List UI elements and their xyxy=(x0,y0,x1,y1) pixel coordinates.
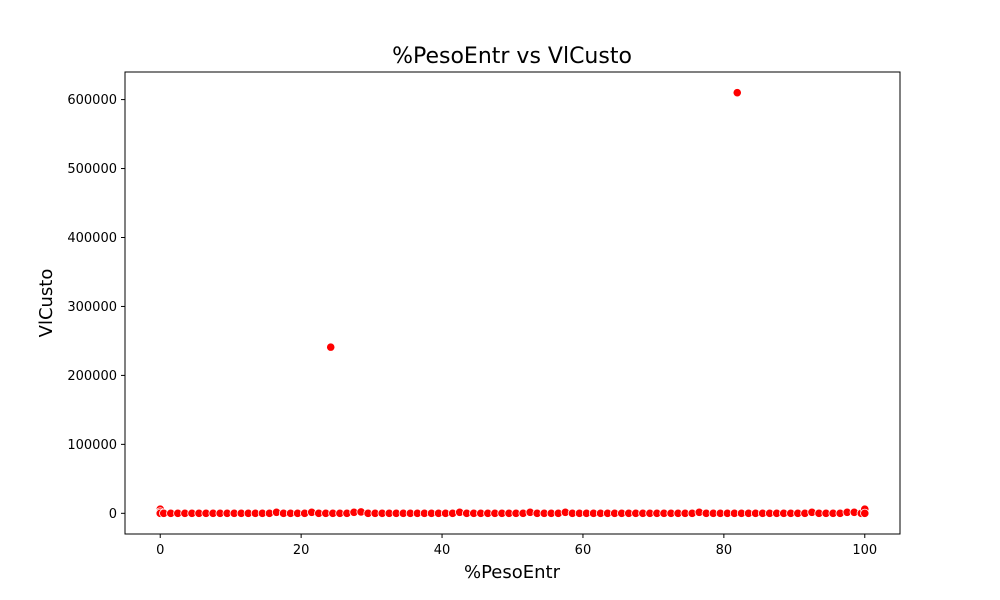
plot-frame xyxy=(124,71,901,535)
y-tick-label: 100000 xyxy=(67,438,117,453)
x-tick-label: 60 xyxy=(575,543,592,558)
y-tick-label: 400000 xyxy=(67,231,117,246)
x-tick-label: 0 xyxy=(156,543,164,558)
y-axis-ticks: 0 100000 200000 300000 400000 500000 600000 xyxy=(67,93,125,522)
y-tick-label: 500000 xyxy=(67,162,117,177)
x-tick-label: 20 xyxy=(293,543,310,558)
x-axis-ticks: 0 20 40 60 80 100 xyxy=(156,534,877,558)
x-axis-label: %PesoEntr xyxy=(464,562,561,583)
y-tick-label: 0 xyxy=(109,507,117,522)
data-point xyxy=(326,342,336,352)
x-tick-label: 100 xyxy=(852,543,877,558)
y-tick-label: 200000 xyxy=(67,369,117,384)
y-tick-label: 600000 xyxy=(67,93,117,108)
y-axis-label: VlCusto xyxy=(36,269,57,338)
x-tick-label: 40 xyxy=(434,543,451,558)
scatter-points xyxy=(155,88,870,518)
data-point xyxy=(860,508,870,518)
chart-title: %PesoEntr vs VlCusto xyxy=(392,44,632,69)
data-point xyxy=(732,88,742,98)
x-tick-label: 80 xyxy=(716,543,733,558)
plot-area xyxy=(124,71,901,535)
y-tick-label: 300000 xyxy=(67,300,117,315)
